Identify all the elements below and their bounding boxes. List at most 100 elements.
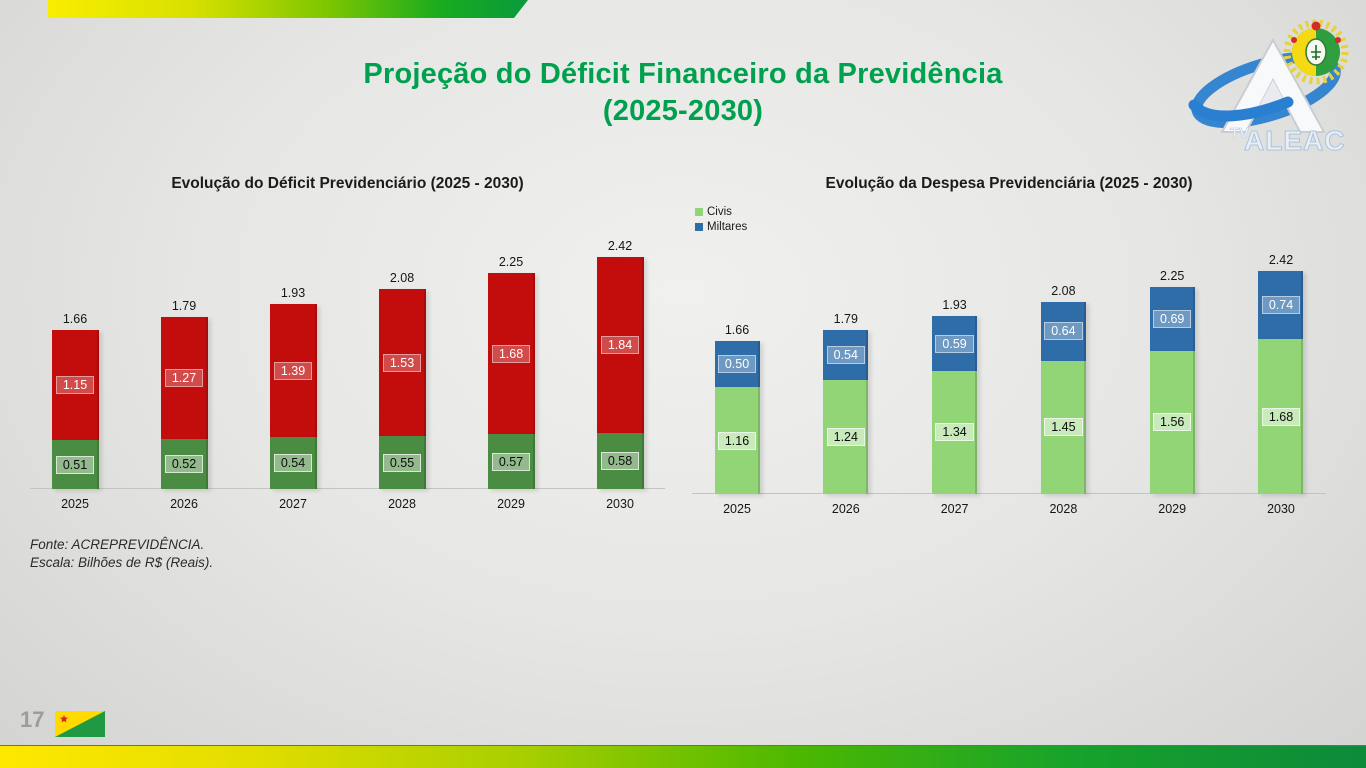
- total-value-label: 2.42: [1268, 253, 1294, 268]
- segment-lower: 0.58: [596, 433, 644, 489]
- segment-Civis: 1.56: [1149, 350, 1195, 494]
- segment-value-label: 0.51: [55, 455, 95, 474]
- segment-value-label: 0.59: [935, 334, 974, 353]
- segment-lower: 0.51: [51, 440, 99, 489]
- legend-swatch-icon: [695, 223, 703, 231]
- chart-legend: Civis Miltares: [695, 206, 747, 236]
- segment-Civis: 1.45: [1040, 360, 1086, 494]
- segment-lower: 0.55: [378, 436, 426, 489]
- segment-value-label: 1.53: [382, 353, 422, 372]
- bar-2025: 1.66 0.50 1.16: [707, 242, 767, 494]
- legend-swatch-icon: [695, 208, 703, 216]
- bar-2026: 1.79 1.27 0.52: [154, 224, 214, 489]
- chart-plot-area: 1.66 0.50 1.16 1.79 0.54 1.24 1.93 0.59 1.34 2.08…: [692, 242, 1326, 494]
- x-axis-line: [692, 493, 1326, 494]
- total-value-label: 2.25: [498, 255, 524, 270]
- top-accent-bar: [48, 0, 528, 18]
- segment-Civis: 1.34: [932, 370, 978, 494]
- segment-value-label: 0.54: [826, 346, 865, 365]
- segment-Civis: 1.16: [714, 387, 760, 494]
- segment-value-label: 1.27: [164, 369, 204, 388]
- segment-value-label: 1.39: [273, 361, 313, 380]
- source-note: Fonte: ACREPREVIDÊNCIA. Escala: Bilhões …: [30, 536, 213, 572]
- page-title-line2: (2025-2030): [602, 95, 764, 128]
- segment-value-label: 1.16: [717, 431, 757, 450]
- x-axis-tick-label: 2026: [170, 497, 198, 511]
- chart-title: Evolução da Despesa Previdenciária (2025…: [825, 175, 1193, 192]
- bar-2027: 1.93 0.59 1.34: [925, 242, 985, 494]
- segment-upper: 1.53: [378, 289, 426, 437]
- segment-value-label: 1.45: [1044, 418, 1083, 437]
- total-value-label: 1.79: [171, 299, 197, 314]
- bar-2029: 2.25 0.69 1.56: [1142, 242, 1202, 494]
- bar-2030: 2.42 1.84 0.58: [590, 224, 650, 489]
- page-number: 17: [20, 707, 45, 732]
- total-value-label: 1.93: [942, 298, 967, 313]
- total-value-label: 2.25: [1160, 269, 1185, 283]
- logo-tv-text: TV: [1230, 125, 1249, 142]
- x-axis-tick-label: 2029: [497, 497, 525, 511]
- segment-value-label: 0.52: [164, 455, 204, 474]
- tv-aleac-logo: TV ALEAC: [1188, 19, 1349, 157]
- chart-deficit-previdenciario: Evolução do Déficit Previdenciário (2025…: [30, 175, 665, 511]
- x-axis-tick-label: 2030: [1267, 502, 1295, 516]
- segment-lower: 0.54: [269, 437, 317, 489]
- segment-Miltares: 0.54: [823, 330, 869, 380]
- logo-swoosh-front-icon: [1188, 96, 1294, 122]
- page-title: Projeção do Déficit Financeiro da Previd…: [0, 56, 1366, 130]
- segment-value-label: 1.24: [826, 427, 865, 446]
- x-axis-tick-label: 2028: [388, 497, 416, 511]
- scale-line: Escala: Bilhões de R$ (Reais).: [30, 555, 214, 571]
- bottom-accent-bar: [0, 745, 1366, 768]
- logo-aleac-text: ALEAC: [1244, 125, 1345, 156]
- segment-value-label: 1.56: [1153, 413, 1192, 432]
- x-axis-tick-label: 2027: [940, 502, 969, 516]
- segment-value-label: 1.84: [600, 336, 640, 355]
- segment-upper: 1.84: [596, 256, 644, 434]
- segment-lower: 0.57: [487, 434, 535, 489]
- segment-upper: 1.27: [160, 317, 208, 440]
- acre-crest-icon: [1283, 19, 1349, 85]
- acre-flag-icon: [55, 711, 105, 737]
- segment-value-label: 1.68: [491, 344, 531, 363]
- page-title-line1: Projeção do Déficit Financeiro da Previd…: [363, 58, 1003, 90]
- x-axis-labels: 2025 2026 2027 2028 2029 2030: [30, 497, 665, 511]
- total-value-label: 1.66: [724, 323, 750, 338]
- segment-value-label: 0.50: [717, 355, 757, 374]
- segment-Miltares: 0.69: [1149, 287, 1195, 351]
- chart-plot-area: 1.66 1.15 0.51 1.79 1.27 0.52 1.93 1.39 0.54 2.08…: [30, 224, 665, 489]
- segment-value-label: 1.34: [935, 423, 974, 442]
- bar-2027: 1.93 1.39 0.54: [263, 224, 323, 489]
- segment-value-label: 0.58: [600, 452, 640, 471]
- total-value-label: 1.93: [280, 285, 306, 300]
- segment-upper: 1.68: [487, 273, 535, 435]
- total-value-label: 2.42: [607, 238, 633, 253]
- bar-2025: 1.66 1.15 0.51: [45, 224, 105, 489]
- legend-label: Civis: [707, 206, 732, 218]
- segment-Miltares: 0.64: [1040, 301, 1086, 361]
- total-value-label: 1.66: [62, 311, 88, 326]
- x-axis-tick-label: 2025: [723, 502, 751, 516]
- bar-2026: 1.79 0.54 1.24: [816, 242, 876, 494]
- segment-value-label: 0.55: [382, 453, 422, 472]
- segment-Civis: 1.68: [1258, 339, 1304, 494]
- chart-title: Evolução do Déficit Previdenciário (2025…: [171, 175, 524, 192]
- segment-Civis: 1.24: [823, 379, 869, 494]
- bar-2030: 2.42 0.74 1.68: [1251, 242, 1311, 494]
- segment-lower: 0.52: [160, 439, 208, 489]
- legend-item-civis: Civis: [695, 206, 747, 218]
- bar-2028: 2.08 1.53 0.55: [372, 224, 432, 489]
- legend-item-miltares: Miltares: [695, 221, 747, 233]
- segment-value-label: 0.74: [1261, 296, 1301, 315]
- segment-upper: 1.39: [269, 303, 317, 438]
- x-axis-tick-label: 2027: [279, 497, 307, 511]
- x-axis-tick-label: 2026: [831, 502, 860, 516]
- x-axis-tick-label: 2028: [1049, 502, 1078, 516]
- segment-upper: 1.15: [51, 329, 99, 440]
- bar-2028: 2.08 0.64 1.45: [1033, 242, 1093, 494]
- segment-value-label: 0.69: [1153, 309, 1192, 328]
- total-value-label: 1.79: [833, 312, 858, 327]
- segment-value-label: 0.54: [273, 454, 313, 473]
- x-axis-tick-label: 2025: [61, 497, 89, 511]
